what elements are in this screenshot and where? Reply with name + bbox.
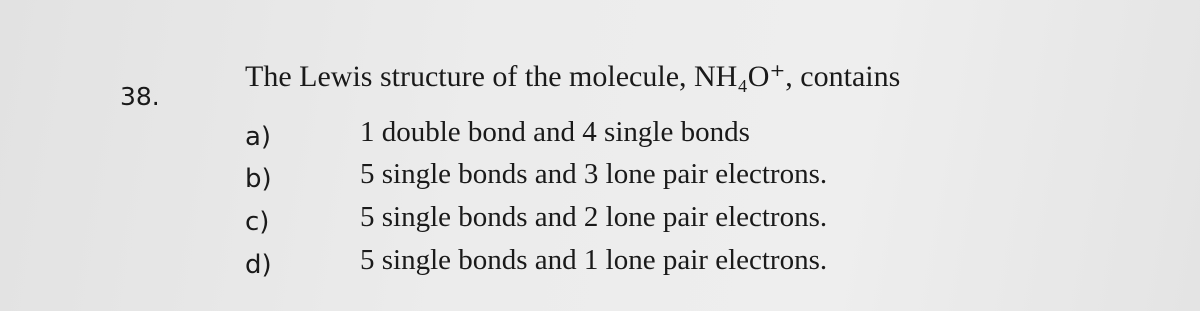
option-label: c)	[245, 207, 270, 237]
option-text: 1 double bond and 4 single bonds	[360, 116, 750, 148]
option-text: 5 single bonds and 2 lone pair electrons…	[360, 201, 828, 233]
question-number: 38.	[120, 82, 160, 111]
question-text: The Lewis structure of the molecule, NH₄…	[245, 60, 901, 93]
option-text: 5 single bonds and 3 lone pair electrons…	[360, 158, 828, 190]
option-label: d)	[245, 250, 272, 280]
option-text: 5 single bonds and 1 lone pair electrons…	[360, 244, 828, 276]
option-label: b)	[245, 164, 272, 194]
option-label: a)	[245, 122, 272, 152]
